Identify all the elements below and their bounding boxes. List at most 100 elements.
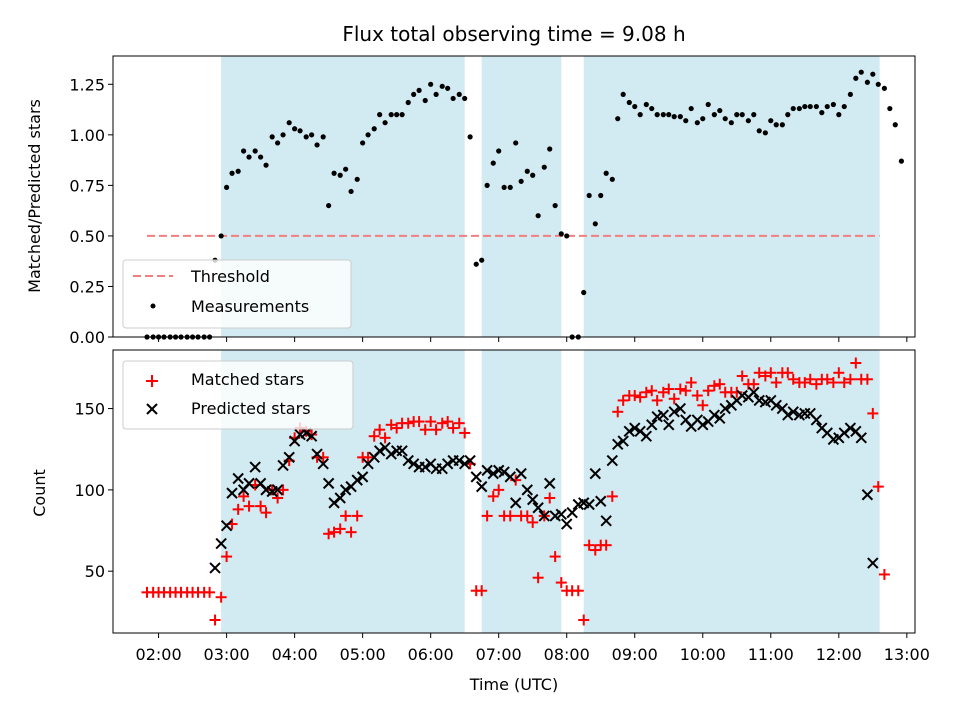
- predicted-star-point: [674, 402, 687, 415]
- measurement-point: [484, 182, 490, 188]
- y-tick-label: 1.00: [69, 126, 105, 145]
- measurement-point: [711, 112, 717, 118]
- matched-star-point: [663, 383, 675, 395]
- predicted-star-point: [453, 454, 465, 467]
- matched-star-point: [640, 386, 652, 398]
- matched-star-point: [328, 526, 340, 538]
- measurement-point: [382, 120, 388, 126]
- measurement-point: [790, 105, 796, 112]
- matched-star-point: [379, 432, 391, 444]
- measurement-point: [722, 116, 728, 122]
- measurement-point: [853, 75, 859, 81]
- matched-star-point: [753, 367, 765, 379]
- predicted-star-point: [697, 419, 709, 431]
- measurement-point: [802, 103, 808, 110]
- predicted-star-point: [317, 458, 329, 470]
- legend-threshold-label: Threshold: [190, 267, 270, 286]
- predicted-star-point: [402, 454, 414, 467]
- bottom-x-ticks: 02:00 03:00 04:00 05:00 06:00 07:00 08:00 09:00…: [136, 633, 930, 664]
- matched-star-point: [555, 577, 567, 589]
- matched-star-point: [459, 427, 471, 439]
- matched-star-point: [362, 451, 374, 463]
- matched-star-point: [436, 417, 448, 429]
- x-tick-label: 08:00: [544, 645, 590, 664]
- measurement-point: [649, 105, 655, 112]
- matched-star-point: [209, 614, 221, 626]
- matched-star-point: [351, 510, 363, 522]
- legend-matched-label: Matched stars: [191, 370, 304, 389]
- measurement-point: [326, 202, 332, 209]
- predicted-star-point: [458, 458, 471, 470]
- measurement-point: [292, 126, 298, 132]
- matched-star-point: [612, 406, 624, 418]
- measurement-point: [717, 107, 723, 114]
- legend-measurements-swatch: [150, 303, 156, 309]
- matched-star-point: [617, 394, 629, 406]
- predicted-star-point: [782, 409, 794, 421]
- measurement-point: [501, 184, 507, 191]
- measurement-point: [541, 164, 547, 170]
- matched-star-point: [782, 367, 794, 379]
- matched-star-point: [334, 523, 346, 535]
- measurement-point: [700, 116, 706, 122]
- matched-star-point: [243, 500, 255, 512]
- predicted-star-point: [532, 502, 544, 514]
- measurement-point: [524, 168, 530, 174]
- measurement-point: [235, 168, 241, 174]
- matched-star-point: [861, 373, 873, 385]
- predicted-star-point: [243, 477, 255, 490]
- predicted-star-point: [339, 484, 352, 496]
- matched-star-point: [629, 390, 641, 402]
- measurement-point: [813, 103, 819, 110]
- matched-star-point: [578, 614, 590, 626]
- measurement-point: [558, 231, 564, 237]
- measurement-point: [428, 81, 434, 87]
- shaded-interval-2: [583, 56, 880, 337]
- measurement-point: [779, 122, 785, 128]
- measurement-point: [552, 202, 558, 209]
- predicted-star-point: [305, 430, 318, 442]
- predicted-star-point: [356, 471, 369, 483]
- measurement-point: [280, 132, 286, 138]
- predicted-star-point: [232, 472, 244, 485]
- measurement-point: [824, 103, 830, 110]
- matched-stars-series: [141, 357, 890, 626]
- measurement-point: [320, 134, 326, 140]
- x-tick-label: 09:00: [612, 645, 658, 664]
- measurement-point: [297, 128, 303, 134]
- x-tick-label: 05:00: [340, 645, 386, 664]
- measurement-point: [399, 112, 405, 118]
- x-tick-label: 11:00: [748, 645, 794, 664]
- measurement-point: [643, 101, 649, 108]
- predicted-star-point: [566, 506, 578, 519]
- measurement-point: [819, 110, 825, 116]
- measurement-point: [229, 170, 235, 176]
- top-axes-frame: [112, 55, 916, 338]
- measurement-point: [671, 114, 677, 120]
- measurement-point: [450, 95, 456, 102]
- x-tick-label: 02:00: [136, 645, 182, 664]
- matched-star-point: [374, 424, 386, 436]
- matched-star-point: [266, 484, 278, 496]
- predicted-star-point: [748, 386, 760, 398]
- matched-star-point: [646, 385, 658, 397]
- matched-star-point: [821, 373, 833, 385]
- matched-star-point: [481, 510, 493, 522]
- measurement-point: [796, 105, 802, 112]
- predicted-star-point: [555, 508, 567, 520]
- predicted-star-point: [600, 515, 612, 527]
- predicted-star-point: [617, 435, 629, 447]
- chart-title: Flux total observing time = 9.08 h: [342, 22, 685, 46]
- measurement-point: [360, 140, 366, 146]
- matched-star-point: [651, 394, 663, 406]
- predicted-star-point: [515, 467, 527, 480]
- predicted-star-point: [481, 464, 493, 477]
- matched-star-point: [600, 539, 612, 551]
- measurement-point: [626, 99, 632, 106]
- matched-star-point: [583, 539, 595, 551]
- y-tick-label: 1.25: [69, 75, 105, 94]
- measurement-point: [858, 69, 864, 75]
- predicted-star-point: [220, 519, 233, 532]
- predicted-star-point: [544, 477, 556, 490]
- matched-star-point: [238, 490, 250, 502]
